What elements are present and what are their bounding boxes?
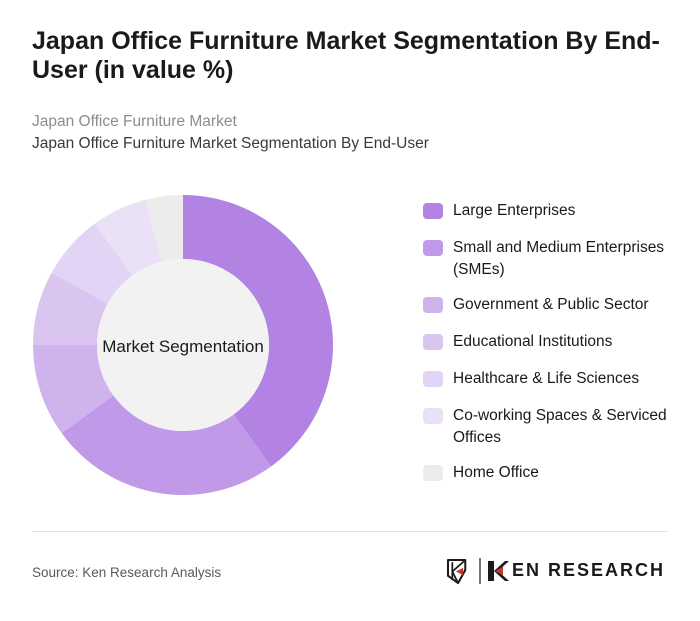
- svg-text:EN RESEARCH: EN RESEARCH: [512, 560, 665, 580]
